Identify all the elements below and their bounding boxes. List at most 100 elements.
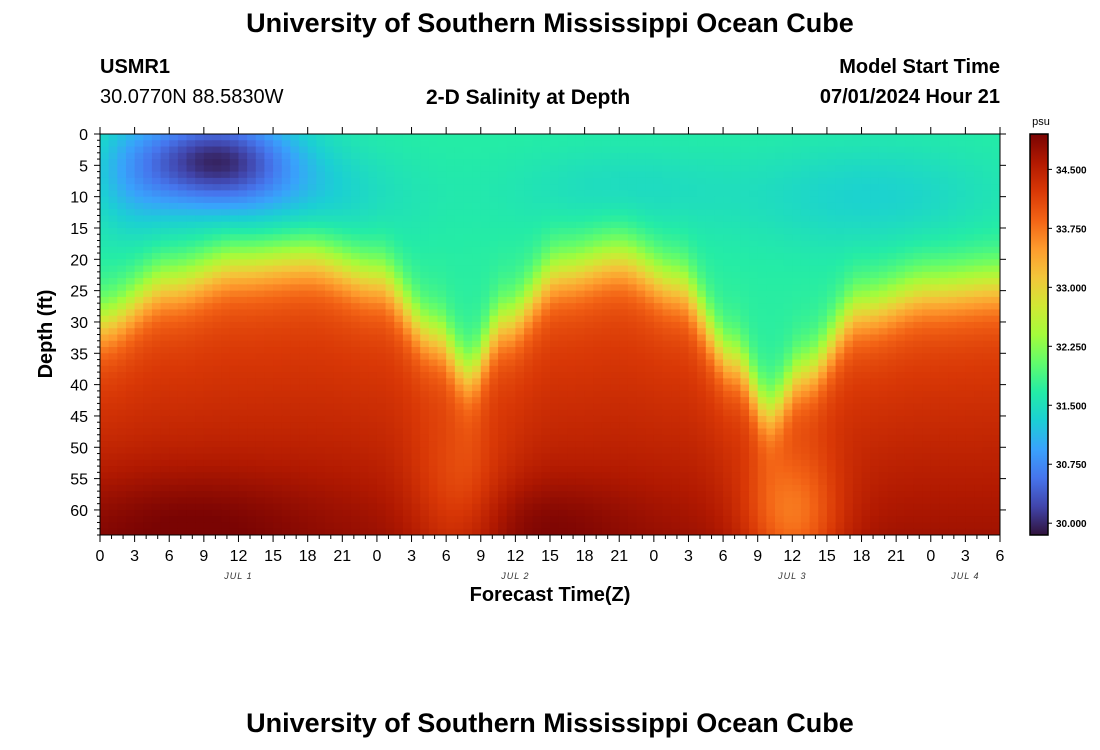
heatmap-cell — [229, 309, 240, 317]
heatmap-cell — [299, 384, 309, 392]
heatmap-cell — [169, 165, 179, 173]
heatmap-cell — [740, 152, 750, 160]
heatmap-cell — [108, 259, 118, 267]
heatmap-cell — [740, 278, 750, 285]
heatmap-cell — [368, 397, 378, 405]
heatmap-cell — [826, 372, 837, 379]
heatmap-cell — [541, 428, 551, 436]
heatmap-cell — [870, 409, 880, 417]
heatmap-cell — [325, 353, 335, 361]
heatmap-cell — [714, 315, 724, 323]
chart-title: 2-D Salinity at Depth — [426, 86, 631, 109]
heatmap-cell — [852, 246, 863, 254]
heatmap-cell — [645, 246, 655, 254]
heatmap-cell — [333, 184, 343, 191]
heatmap-cell — [861, 359, 871, 367]
heatmap-cell — [922, 240, 932, 248]
heatmap-cell — [809, 334, 819, 342]
heatmap-cell — [100, 428, 110, 436]
heatmap-cell — [325, 196, 335, 204]
heatmap-cell — [143, 134, 153, 141]
heatmap-cell — [939, 309, 949, 317]
heatmap-cell — [956, 359, 966, 367]
heatmap-cell — [627, 309, 638, 317]
heatmap-cell — [792, 259, 802, 267]
heatmap-cell — [800, 146, 811, 154]
heatmap-cell — [402, 246, 413, 254]
heatmap-cell — [636, 165, 646, 173]
heatmap-cell — [714, 378, 724, 386]
heatmap-cell — [480, 315, 491, 323]
heatmap-cell — [532, 152, 542, 160]
heatmap-cell — [948, 227, 958, 235]
heatmap-cell — [359, 234, 369, 242]
heatmap-cell — [749, 321, 759, 329]
heatmap-cell — [930, 171, 941, 179]
heatmap-cell — [125, 290, 136, 298]
heatmap-cell — [342, 253, 352, 260]
heatmap-cell — [766, 171, 776, 179]
heatmap-cell — [627, 152, 638, 160]
heatmap-cell — [273, 315, 283, 323]
heatmap-cell — [498, 415, 508, 423]
heatmap-cell — [247, 365, 257, 373]
heatmap-cell — [714, 296, 724, 304]
heatmap-cell — [506, 309, 516, 317]
heatmap-cell — [100, 359, 110, 367]
heatmap-cell — [593, 221, 603, 229]
heatmap-cell — [558, 403, 568, 411]
heatmap-cell — [273, 384, 283, 392]
heatmap-cell — [991, 328, 1000, 336]
heatmap-cell — [948, 284, 958, 292]
heatmap-cell — [307, 290, 317, 298]
heatmap-cell — [316, 265, 326, 273]
heatmap-cell — [532, 372, 542, 379]
heatmap-cell — [619, 259, 629, 267]
heatmap-cell — [826, 259, 837, 267]
heatmap-cell — [740, 353, 750, 361]
heatmap-cell — [420, 353, 430, 361]
heatmap-cell — [506, 159, 516, 166]
heatmap-cell — [273, 234, 283, 242]
heatmap-cell — [697, 215, 707, 223]
heatmap-cell — [861, 290, 871, 298]
heatmap-cell — [221, 296, 231, 304]
heatmap-cell — [896, 334, 906, 342]
heatmap-cell — [636, 315, 646, 323]
heatmap-cell — [333, 340, 343, 348]
heatmap-cell — [775, 159, 785, 166]
heatmap-cell — [826, 146, 837, 154]
heatmap-cell — [870, 347, 880, 354]
heatmap-cell — [169, 347, 179, 354]
heatmap-cell — [428, 265, 439, 273]
heatmap-cell — [273, 347, 283, 354]
heatmap-cell — [567, 428, 577, 436]
heatmap-cell — [610, 353, 620, 361]
heatmap-cell — [982, 246, 992, 254]
heatmap-cell — [705, 365, 716, 373]
heatmap-cell — [437, 403, 447, 411]
heatmap-cell — [273, 296, 283, 304]
heatmap-cell — [688, 309, 698, 317]
heatmap-cell — [394, 415, 404, 423]
heatmap-cell — [151, 334, 162, 342]
heatmap-cell — [627, 240, 638, 248]
heatmap-cell — [688, 296, 698, 304]
heatmap-cell — [420, 165, 430, 173]
heatmap-cell — [368, 209, 378, 217]
heatmap-cell — [160, 403, 170, 411]
heatmap-cell — [446, 246, 456, 254]
heatmap-cell — [705, 372, 716, 379]
heatmap-cell — [281, 202, 291, 210]
heatmap-cell — [783, 227, 793, 235]
heatmap-cell — [350, 340, 361, 348]
heatmap-cell — [480, 152, 491, 160]
heatmap-cell — [221, 315, 231, 323]
heatmap-cell — [922, 215, 932, 223]
heatmap-cell — [515, 422, 525, 430]
heatmap-cell — [532, 284, 542, 292]
heatmap-cell — [619, 384, 629, 392]
heatmap-cell — [255, 196, 266, 204]
heatmap-cell — [290, 215, 300, 223]
heatmap-cell — [896, 415, 906, 423]
